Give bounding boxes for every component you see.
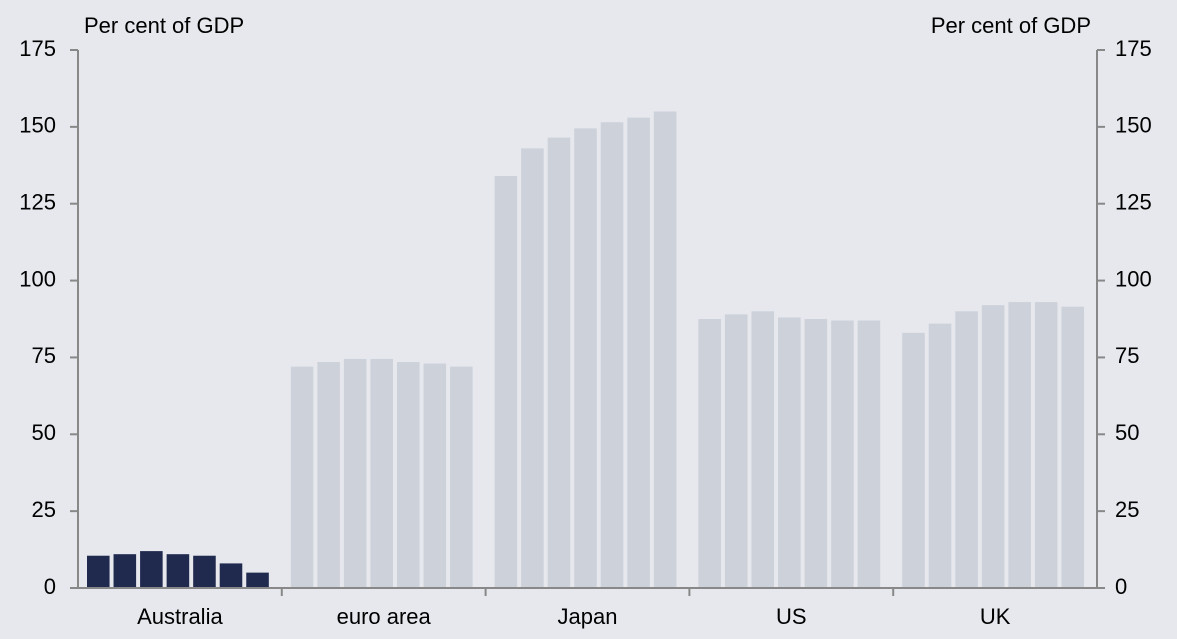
y-tick-label: 175	[19, 36, 56, 61]
bar	[751, 311, 775, 588]
bar	[87, 555, 110, 588]
bar	[831, 320, 854, 588]
bar	[724, 314, 748, 588]
y-tick-label: 0	[44, 574, 56, 599]
bar	[396, 362, 420, 588]
x-tick-label: Japan	[558, 604, 618, 629]
y2-axis-label: Per cent of GDP	[931, 13, 1091, 38]
x-tick-label: euro area	[337, 604, 432, 629]
bar	[574, 128, 597, 588]
bar	[1034, 302, 1058, 588]
bar	[370, 358, 393, 588]
bar	[902, 332, 925, 588]
bar	[521, 148, 544, 588]
y-tick-label: 25	[32, 497, 56, 522]
y-axis-label: Per cent of GDP	[84, 13, 244, 38]
bar	[627, 117, 650, 589]
bar	[450, 366, 473, 588]
bar	[857, 320, 881, 588]
x-tick-label: US	[776, 604, 807, 629]
bar	[981, 305, 1005, 588]
bar	[1061, 306, 1085, 588]
y2-tick-label: 0	[1115, 574, 1127, 599]
y-tick-label: 50	[32, 420, 56, 445]
bar	[928, 323, 952, 588]
bar	[423, 363, 447, 588]
bar	[343, 358, 367, 588]
bar	[778, 317, 801, 588]
y2-tick-label: 125	[1115, 190, 1152, 215]
bar	[219, 563, 243, 588]
y-tick-label: 125	[19, 190, 56, 215]
bar	[698, 319, 721, 588]
y2-tick-label: 50	[1115, 420, 1139, 445]
bar	[955, 311, 978, 588]
y2-tick-label: 75	[1115, 343, 1139, 368]
y2-tick-label: 100	[1115, 266, 1152, 291]
bar	[290, 366, 314, 588]
y2-tick-label: 175	[1115, 36, 1152, 61]
y-tick-label: 75	[32, 343, 56, 368]
bar	[1008, 302, 1031, 588]
bar	[113, 554, 137, 588]
bar	[804, 319, 828, 588]
y2-tick-label: 25	[1115, 497, 1139, 522]
bar	[193, 555, 216, 588]
bar	[246, 572, 269, 588]
x-tick-label: UK	[980, 604, 1011, 629]
bar	[600, 122, 624, 588]
y-tick-label: 150	[19, 113, 56, 138]
bar	[547, 137, 571, 589]
bar	[166, 554, 190, 588]
y2-tick-label: 150	[1115, 113, 1152, 138]
bar	[140, 551, 163, 588]
bar	[317, 362, 340, 588]
y-tick-label: 100	[19, 266, 56, 291]
bar	[653, 111, 677, 588]
bar	[494, 176, 518, 588]
x-tick-label: Australia	[137, 604, 223, 629]
